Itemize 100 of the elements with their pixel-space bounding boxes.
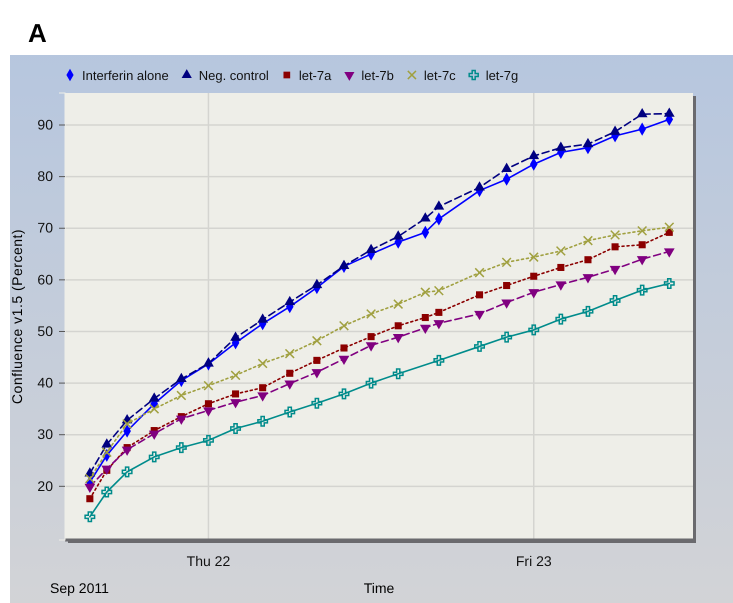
point — [84, 484, 96, 494]
point — [338, 260, 350, 270]
legend-label: let-7g — [486, 68, 518, 83]
point — [582, 306, 594, 317]
point — [101, 486, 112, 498]
point — [312, 369, 322, 378]
legend-label: let-7b — [361, 68, 394, 83]
point — [230, 399, 241, 408]
y-tick-label: 90 — [37, 116, 54, 132]
point — [502, 257, 512, 268]
point — [555, 142, 566, 151]
point — [313, 356, 320, 364]
x-tick-label: Fri 23 — [516, 552, 552, 569]
y-axis-title: Confluence v1.5 (Percent) — [9, 228, 25, 404]
point — [582, 236, 594, 246]
point — [474, 181, 485, 191]
point — [122, 466, 133, 478]
legend-label: let-7c — [424, 68, 456, 83]
point — [394, 322, 402, 330]
point — [584, 256, 592, 264]
point — [557, 264, 564, 271]
point — [420, 287, 430, 298]
point — [257, 392, 268, 402]
legend-label: Neg. control — [198, 68, 269, 83]
point — [203, 407, 214, 417]
point — [257, 416, 268, 427]
point — [664, 107, 675, 117]
point — [102, 447, 112, 458]
point — [257, 313, 268, 323]
point — [122, 418, 132, 429]
point — [501, 332, 512, 343]
point — [435, 308, 442, 316]
point — [610, 230, 620, 240]
point — [610, 126, 620, 135]
point — [433, 200, 444, 210]
y-tick-label: 40 — [37, 374, 54, 391]
y-tick-label: 70 — [37, 220, 54, 236]
point — [230, 370, 241, 380]
point — [433, 354, 444, 366]
point — [230, 423, 242, 434]
point — [202, 434, 214, 446]
point — [338, 320, 350, 331]
point — [368, 333, 375, 340]
point — [340, 344, 348, 352]
point — [638, 241, 646, 248]
point — [203, 357, 214, 367]
point — [284, 406, 296, 418]
point — [422, 314, 429, 322]
point — [392, 368, 404, 380]
point — [474, 340, 486, 352]
x-tick-label: Thu 22 — [186, 552, 230, 569]
point — [393, 299, 404, 310]
point — [148, 430, 160, 440]
legend-label: let-7a — [298, 68, 332, 83]
point — [86, 495, 94, 502]
point — [232, 390, 240, 398]
y-tick-label: 60 — [37, 271, 54, 288]
point — [636, 108, 648, 118]
point — [637, 226, 648, 236]
point — [528, 252, 539, 262]
point — [366, 308, 376, 319]
point — [176, 416, 187, 425]
point — [610, 295, 621, 306]
point — [148, 451, 160, 462]
point — [259, 384, 266, 392]
point — [204, 400, 212, 408]
y-tick-label: 80 — [37, 168, 54, 184]
text: Sep 2011 — [50, 580, 110, 596]
point — [312, 278, 322, 288]
point — [176, 390, 186, 401]
point — [555, 314, 566, 325]
point — [582, 138, 594, 148]
point — [338, 388, 350, 400]
point — [528, 150, 540, 160]
point — [311, 398, 322, 409]
point — [528, 324, 540, 336]
point — [286, 370, 294, 377]
y-tick-label: 50 — [37, 322, 54, 339]
point — [664, 222, 674, 232]
point — [474, 268, 485, 278]
point — [284, 348, 295, 359]
point — [530, 272, 538, 280]
point — [476, 291, 484, 298]
point — [149, 404, 160, 414]
point — [434, 286, 444, 296]
point — [664, 278, 675, 289]
point — [122, 446, 132, 456]
point — [636, 284, 648, 296]
point — [84, 511, 96, 522]
point — [84, 474, 95, 484]
point — [556, 246, 566, 256]
point — [420, 212, 431, 222]
point — [312, 336, 322, 346]
y-tick-label: 20 — [37, 478, 54, 494]
point — [392, 230, 404, 240]
point — [176, 442, 187, 454]
legend-label: Interferin alone — [82, 68, 169, 83]
point — [284, 296, 296, 306]
x-axis-title: Time — [364, 580, 395, 596]
point — [612, 243, 619, 250]
